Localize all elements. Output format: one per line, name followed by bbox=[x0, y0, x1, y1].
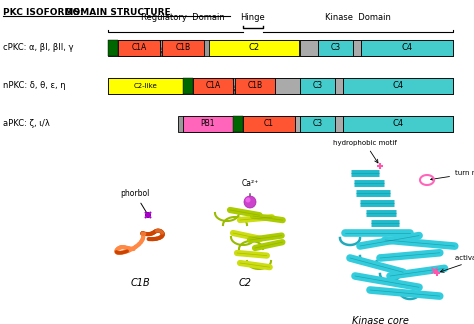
Bar bbox=[178, 116, 453, 132]
Text: C3: C3 bbox=[330, 43, 340, 52]
Bar bbox=[243, 116, 295, 132]
Text: aPKC: ζ, ι/λ: aPKC: ζ, ι/λ bbox=[3, 120, 50, 129]
Text: C2-like: C2-like bbox=[134, 83, 157, 89]
Text: Regulatory  Domain: Regulatory Domain bbox=[141, 13, 225, 22]
Bar bbox=[108, 78, 183, 94]
Text: turn motif: turn motif bbox=[431, 170, 474, 180]
Bar bbox=[108, 40, 118, 56]
Text: Ca²⁺: Ca²⁺ bbox=[241, 179, 259, 199]
Text: C4: C4 bbox=[401, 43, 412, 52]
Text: C3: C3 bbox=[312, 82, 323, 90]
Text: C1B: C1B bbox=[130, 278, 150, 288]
Text: cPKC: α, βI, βII, γ: cPKC: α, βI, βII, γ bbox=[3, 43, 73, 52]
Bar bbox=[275, 78, 300, 94]
Bar bbox=[300, 40, 318, 56]
Bar bbox=[108, 78, 453, 94]
Text: Hinge: Hinge bbox=[241, 13, 265, 22]
Text: Kinase core: Kinase core bbox=[352, 316, 409, 324]
Text: C1A: C1A bbox=[205, 82, 220, 90]
Bar bbox=[343, 78, 453, 94]
Bar bbox=[108, 40, 453, 56]
Text: nPKC: δ, θ, ε, η: nPKC: δ, θ, ε, η bbox=[3, 82, 65, 90]
Bar bbox=[235, 78, 275, 94]
Text: C1B: C1B bbox=[175, 43, 191, 52]
Text: phorbol: phorbol bbox=[120, 189, 150, 213]
Bar bbox=[300, 116, 335, 132]
Bar bbox=[118, 40, 160, 56]
Bar bbox=[209, 40, 299, 56]
Text: C4: C4 bbox=[392, 120, 403, 129]
Bar bbox=[353, 40, 361, 56]
Bar bbox=[343, 116, 453, 132]
Text: DOMAIN STRUCTURE: DOMAIN STRUCTURE bbox=[65, 8, 171, 17]
Text: Kinase  Domain: Kinase Domain bbox=[325, 13, 391, 22]
Bar bbox=[193, 78, 233, 94]
Bar bbox=[295, 116, 300, 132]
Bar bbox=[335, 78, 343, 94]
Bar bbox=[233, 116, 243, 132]
Bar bbox=[361, 40, 453, 56]
Text: C2: C2 bbox=[248, 43, 260, 52]
Text: C1B: C1B bbox=[247, 82, 263, 90]
Bar bbox=[162, 40, 204, 56]
Text: C3: C3 bbox=[312, 120, 323, 129]
Bar bbox=[318, 40, 353, 56]
Bar bbox=[300, 78, 335, 94]
Text: C2: C2 bbox=[238, 278, 252, 288]
Ellipse shape bbox=[244, 196, 256, 208]
Text: hydrophobic motif: hydrophobic motif bbox=[333, 140, 397, 163]
Text: C1A: C1A bbox=[131, 43, 146, 52]
Text: C1: C1 bbox=[264, 120, 274, 129]
Bar bbox=[183, 116, 233, 132]
Bar bbox=[335, 116, 343, 132]
Text: PKC ISOFORMS:: PKC ISOFORMS: bbox=[3, 8, 83, 17]
Ellipse shape bbox=[246, 198, 250, 202]
Bar bbox=[183, 78, 193, 94]
Text: C4: C4 bbox=[392, 82, 403, 90]
Text: PB1: PB1 bbox=[201, 120, 215, 129]
Text: activation loop: activation loop bbox=[440, 255, 474, 272]
